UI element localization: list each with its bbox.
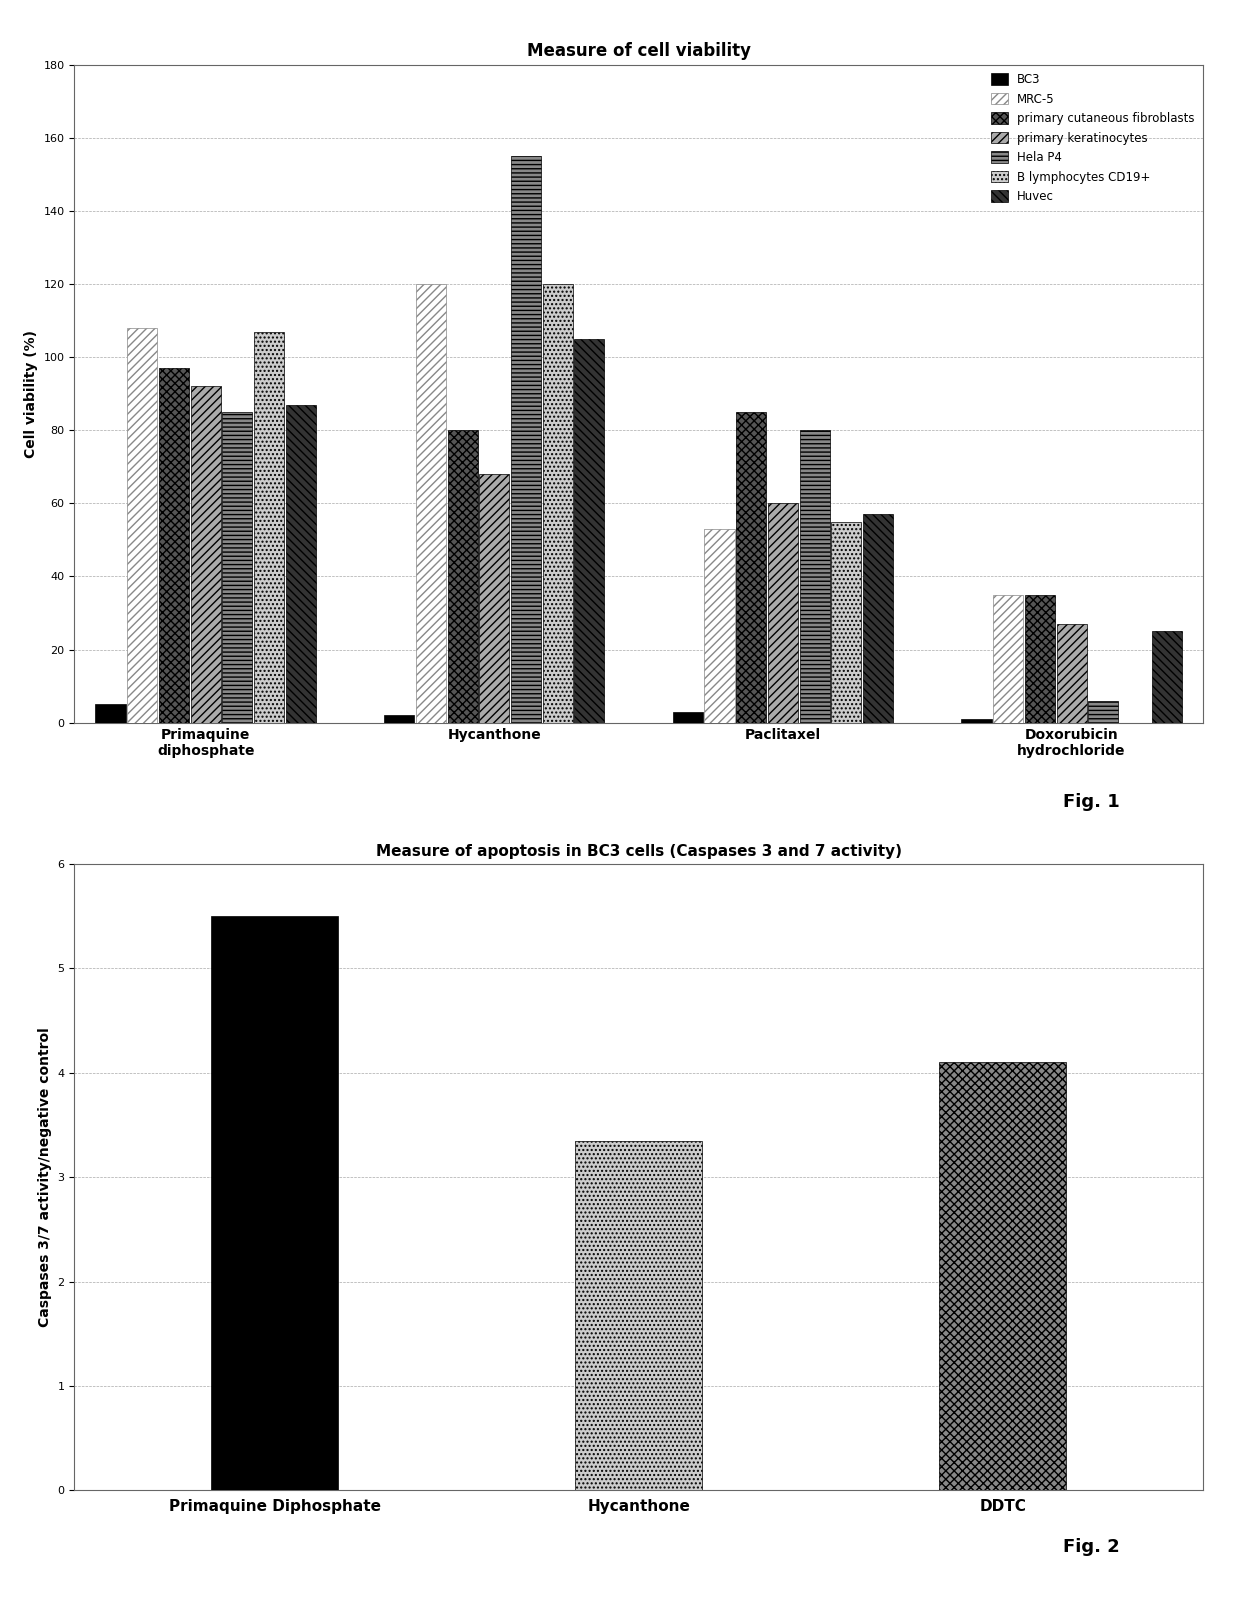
Bar <box>768 504 799 723</box>
Bar <box>1024 595 1055 723</box>
Bar <box>511 156 541 723</box>
Bar <box>159 368 188 723</box>
Bar <box>543 284 573 723</box>
Y-axis label: Cell viability (%): Cell viability (%) <box>24 330 38 458</box>
Bar <box>222 411 253 723</box>
Bar <box>211 915 339 1490</box>
Bar <box>1152 632 1182 723</box>
Bar <box>128 327 157 723</box>
Legend: BC3, MRC-5, primary cutaneous fibroblasts, primary keratinocytes, Hela P4, B lym: BC3, MRC-5, primary cutaneous fibroblast… <box>988 71 1197 206</box>
Bar <box>961 719 992 723</box>
Bar <box>285 405 316 723</box>
Bar <box>384 716 414 723</box>
Bar <box>415 284 446 723</box>
Bar <box>800 431 830 723</box>
Title: Measure of apoptosis in BC3 cells (Caspases 3 and 7 activity): Measure of apoptosis in BC3 cells (Caspa… <box>376 844 901 859</box>
Y-axis label: Caspases 3/7 activity/negative control: Caspases 3/7 activity/negative control <box>38 1027 52 1327</box>
Bar <box>254 332 284 723</box>
Bar <box>574 339 604 723</box>
Bar <box>575 1140 702 1490</box>
Bar <box>939 1063 1066 1490</box>
Text: Fig. 2: Fig. 2 <box>1063 1537 1120 1557</box>
Bar <box>863 514 893 723</box>
Bar <box>993 595 1023 723</box>
Bar <box>831 522 862 723</box>
Bar <box>704 530 734 723</box>
Bar <box>191 387 221 723</box>
Text: Fig. 1: Fig. 1 <box>1063 792 1120 812</box>
Bar <box>448 431 477 723</box>
Title: Measure of cell viability: Measure of cell viability <box>527 42 750 60</box>
Bar <box>1056 624 1086 723</box>
Bar <box>737 411 766 723</box>
Bar <box>1089 701 1118 723</box>
Bar <box>673 711 703 723</box>
Bar <box>479 475 510 723</box>
Bar <box>95 705 125 723</box>
